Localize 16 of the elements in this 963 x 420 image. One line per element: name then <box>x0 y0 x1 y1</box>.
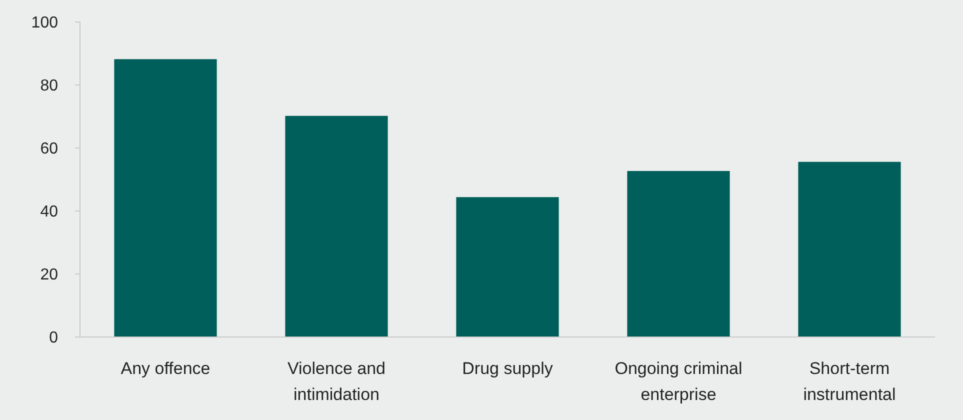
y-tick-label: 0 <box>49 330 58 347</box>
bar <box>285 116 388 337</box>
y-tick-label: 80 <box>40 78 58 95</box>
x-tick-label: Violence and intimidation <box>288 359 386 404</box>
y-tick-label: 20 <box>40 266 58 284</box>
x-tick-label: Any offence <box>120 359 210 378</box>
bar <box>798 162 901 337</box>
bar <box>456 197 559 337</box>
y-tick-label: 60 <box>40 140 58 158</box>
x-tick-label: Ongoing criminal enterprise <box>614 359 742 404</box>
y-tick-label: 100 <box>31 14 58 32</box>
x-tick-label: Drug supply <box>462 359 554 378</box>
y-tick-label: 40 <box>40 204 58 221</box>
x-tick-label: Short-term instrumental <box>803 359 896 404</box>
bar <box>627 170 730 337</box>
bar <box>114 59 217 337</box>
